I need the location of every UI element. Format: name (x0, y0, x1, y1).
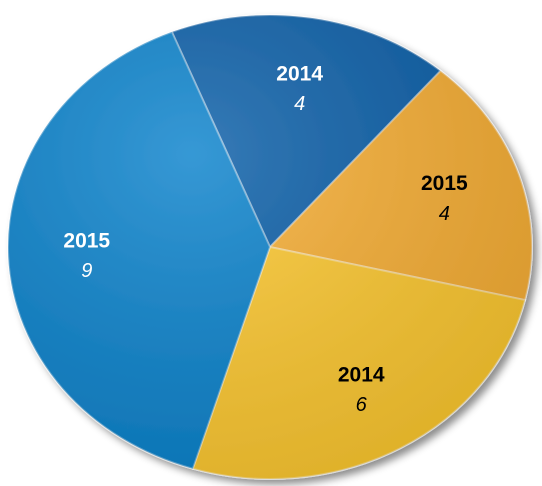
slice-value-label: 4 (294, 93, 305, 115)
slice-value-label: 6 (356, 394, 368, 416)
slice-category-label: 2014 (276, 62, 323, 85)
labels: 2014 4 2015 4 2014 6 2015 9 (63, 62, 468, 416)
slice-category-label: 2014 (338, 363, 385, 386)
slice-value-label: 9 (81, 260, 92, 282)
slice-category-label: 2015 (63, 229, 110, 252)
slice-category-label: 2015 (421, 172, 468, 195)
slice-value-label: 4 (439, 203, 450, 225)
